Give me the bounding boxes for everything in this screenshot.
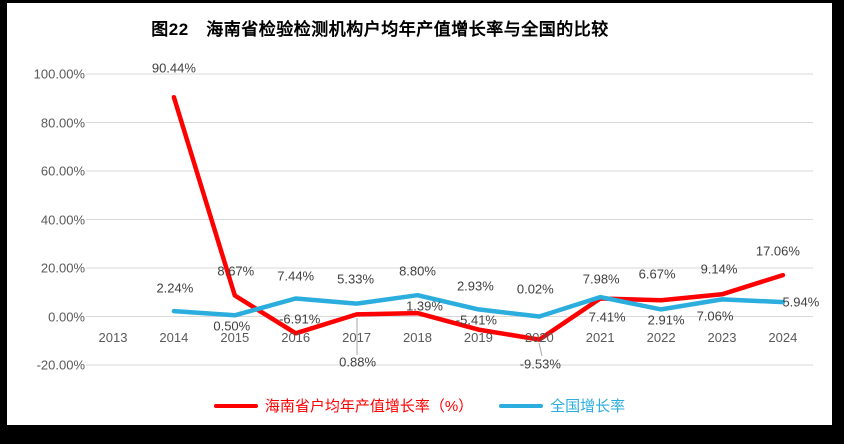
y-axis-tick: 0.00%	[48, 309, 85, 324]
legend-line-blue-icon	[499, 403, 544, 408]
x-axis-tick-2024: 2024	[768, 330, 798, 345]
x-axis-tick-2018: 2018	[403, 330, 432, 345]
y-axis-tick: 20.00%	[40, 260, 85, 276]
data-label-national-2023: 7.06%	[696, 308, 734, 324]
legend-item-national: 全国增长率	[499, 395, 625, 416]
legend-label-national: 全国增长率	[550, 398, 626, 415]
legend: 海南省户均年产值增长率（%） 全国增长率	[7, 395, 832, 416]
data-label-hainan-2019: -5.41%	[455, 312, 497, 328]
chart-background	[7, 3, 832, 425]
data-label-hainan-2018: 1.39%	[406, 298, 443, 314]
data-label-national-2016: 7.44%	[277, 268, 315, 284]
data-label-hainan-2022: 6.67%	[638, 266, 676, 282]
data-label-hainan-2017: 0.88%	[339, 354, 377, 370]
y-axis-tick: 60.00%	[40, 163, 85, 179]
data-label-hainan-2016: -6.91%	[279, 311, 321, 327]
legend-item-hainan: 海南省户均年产值增长率（%）	[213, 395, 474, 416]
data-label-national-2018: 8.80%	[399, 263, 436, 279]
x-axis-tick-2019: 2019	[463, 330, 493, 345]
x-axis-tick-2014: 2014	[159, 330, 189, 345]
data-label-hainan-2015: 8.67%	[217, 263, 255, 279]
x-axis-tick-2017: 2017	[342, 330, 372, 345]
x-axis-tick-2022: 2022	[646, 330, 676, 345]
y-axis-tick: 40.00%	[40, 212, 85, 227]
data-label-national-2019: 2.93%	[456, 278, 494, 294]
y-axis-tick: -20.00%	[36, 357, 85, 373]
data-label-hainan-2020: -9.53%	[519, 356, 561, 372]
data-label-national-2020: 0.02%	[516, 281, 554, 297]
x-axis-tick-2016: 2016	[281, 330, 311, 345]
data-label-national-2024: 5.94%	[782, 294, 820, 310]
x-axis-tick-2023: 2023	[707, 330, 737, 345]
x-axis-tick-2015: 2015	[220, 330, 250, 345]
data-label-national-2021: 7.98%	[582, 271, 620, 287]
data-label-national-2017: 5.33%	[337, 271, 375, 287]
data-label-hainan-2023: 9.14%	[700, 261, 738, 277]
legend-line-red-icon	[213, 403, 258, 408]
x-axis-tick-2013: 2013	[98, 330, 128, 345]
x-axis-tick-2020: 2020	[524, 330, 554, 345]
data-label-national-2015: 0.50%	[213, 318, 251, 334]
data-label-national-2022: 2.91%	[647, 312, 685, 328]
chart-title: 图22 海南省检验检测机构户均年产值增长率与全国的比较	[151, 20, 609, 39]
y-axis-tick: 100.00%	[33, 66, 85, 82]
legend-label-hainan: 海南省户均年产值增长率（%）	[264, 398, 474, 415]
data-label-hainan-2014: 90.44%	[151, 60, 196, 76]
data-label-hainan-2021: 7.41%	[588, 309, 626, 325]
data-label-hainan-2024: 17.06%	[755, 243, 800, 259]
data-label-national-2014: 2.24%	[156, 280, 194, 296]
x-axis-tick-2021: 2021	[585, 330, 615, 345]
y-axis-tick: 80.00%	[40, 115, 85, 130]
